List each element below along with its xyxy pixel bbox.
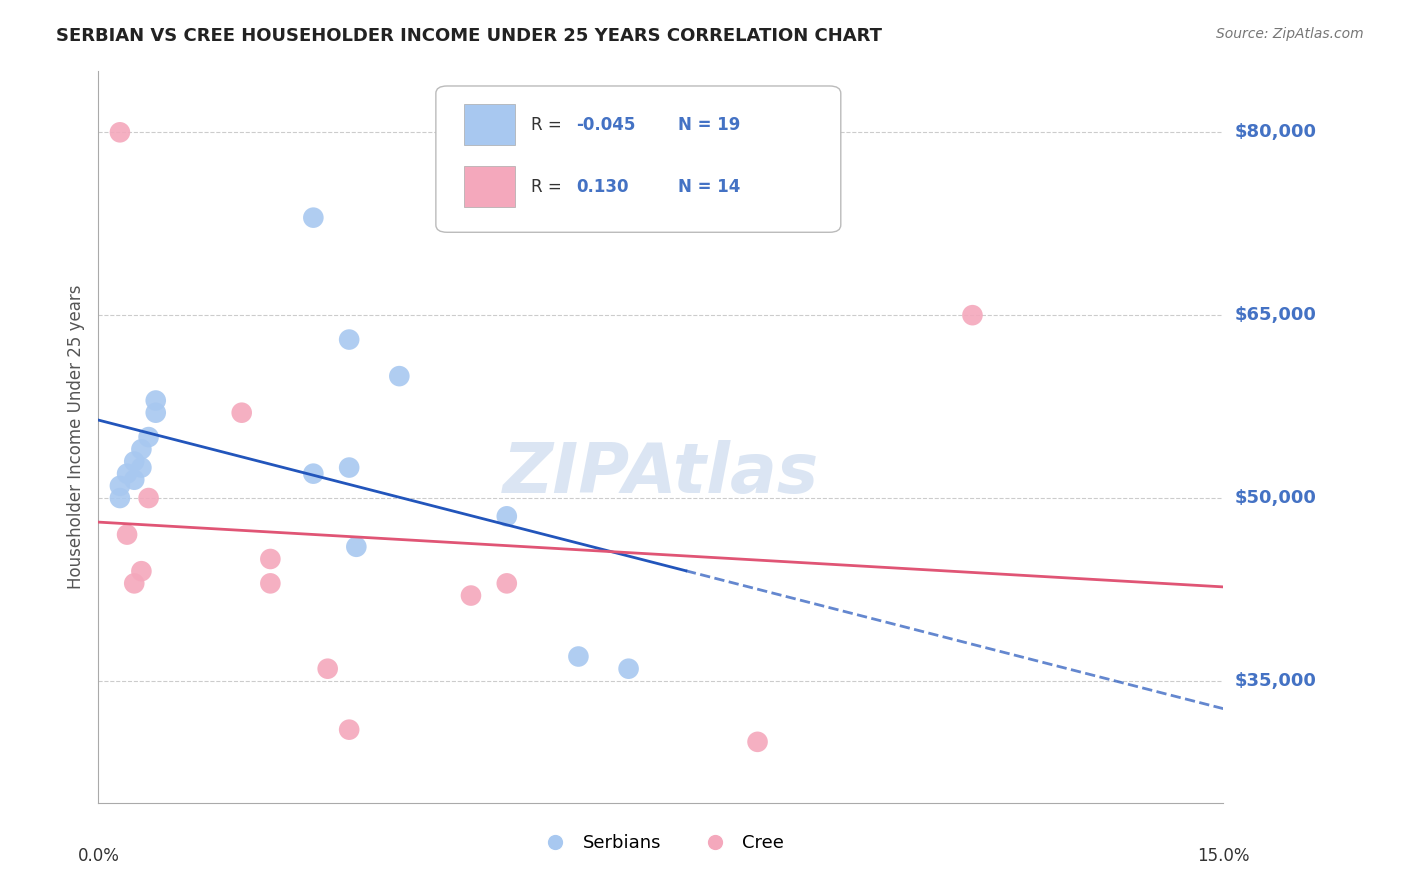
Text: SERBIAN VS CREE HOUSEHOLDER INCOME UNDER 25 YEARS CORRELATION CHART: SERBIAN VS CREE HOUSEHOLDER INCOME UNDER…	[56, 27, 882, 45]
Point	[108, 125, 131, 139]
Point	[115, 467, 138, 481]
Point	[145, 406, 167, 420]
Point	[316, 662, 339, 676]
Point	[131, 460, 153, 475]
Point	[131, 564, 153, 578]
Point	[115, 527, 138, 541]
Point	[122, 454, 145, 468]
Text: $80,000: $80,000	[1234, 123, 1316, 141]
Point	[495, 576, 517, 591]
Text: Source: ZipAtlas.com: Source: ZipAtlas.com	[1216, 27, 1364, 41]
Point	[145, 393, 167, 408]
Text: R =: R =	[531, 178, 568, 196]
Legend: Serbians, Cree: Serbians, Cree	[530, 827, 792, 860]
Point	[108, 491, 131, 505]
Text: N = 14: N = 14	[678, 178, 740, 196]
Point	[337, 333, 360, 347]
Text: N = 19: N = 19	[678, 116, 740, 134]
Point	[302, 211, 325, 225]
Point	[122, 576, 145, 591]
FancyBboxPatch shape	[436, 86, 841, 232]
Point	[231, 406, 253, 420]
Point	[567, 649, 589, 664]
Text: 15.0%: 15.0%	[1197, 847, 1250, 864]
Text: $35,000: $35,000	[1234, 672, 1316, 690]
Point	[337, 460, 360, 475]
Text: ZIPAtlas: ZIPAtlas	[503, 440, 818, 508]
Bar	[464, 104, 515, 145]
Point	[302, 467, 325, 481]
Point	[122, 473, 145, 487]
Point	[747, 735, 769, 749]
Y-axis label: Householder Income Under 25 years: Householder Income Under 25 years	[66, 285, 84, 590]
Text: R =: R =	[531, 116, 568, 134]
Point	[460, 589, 482, 603]
Point	[495, 509, 517, 524]
Text: -0.045: -0.045	[576, 116, 636, 134]
Point	[131, 442, 153, 457]
Point	[344, 540, 367, 554]
Point	[617, 662, 640, 676]
Text: $50,000: $50,000	[1234, 489, 1316, 507]
Text: 0.0%: 0.0%	[77, 847, 120, 864]
Point	[108, 479, 131, 493]
Point	[337, 723, 360, 737]
Point	[138, 430, 160, 444]
Point	[138, 491, 160, 505]
Bar	[464, 167, 515, 207]
Point	[388, 369, 411, 384]
Text: 0.130: 0.130	[576, 178, 628, 196]
Point	[259, 552, 281, 566]
Text: $65,000: $65,000	[1234, 306, 1316, 324]
Point	[962, 308, 984, 322]
Point	[259, 576, 281, 591]
